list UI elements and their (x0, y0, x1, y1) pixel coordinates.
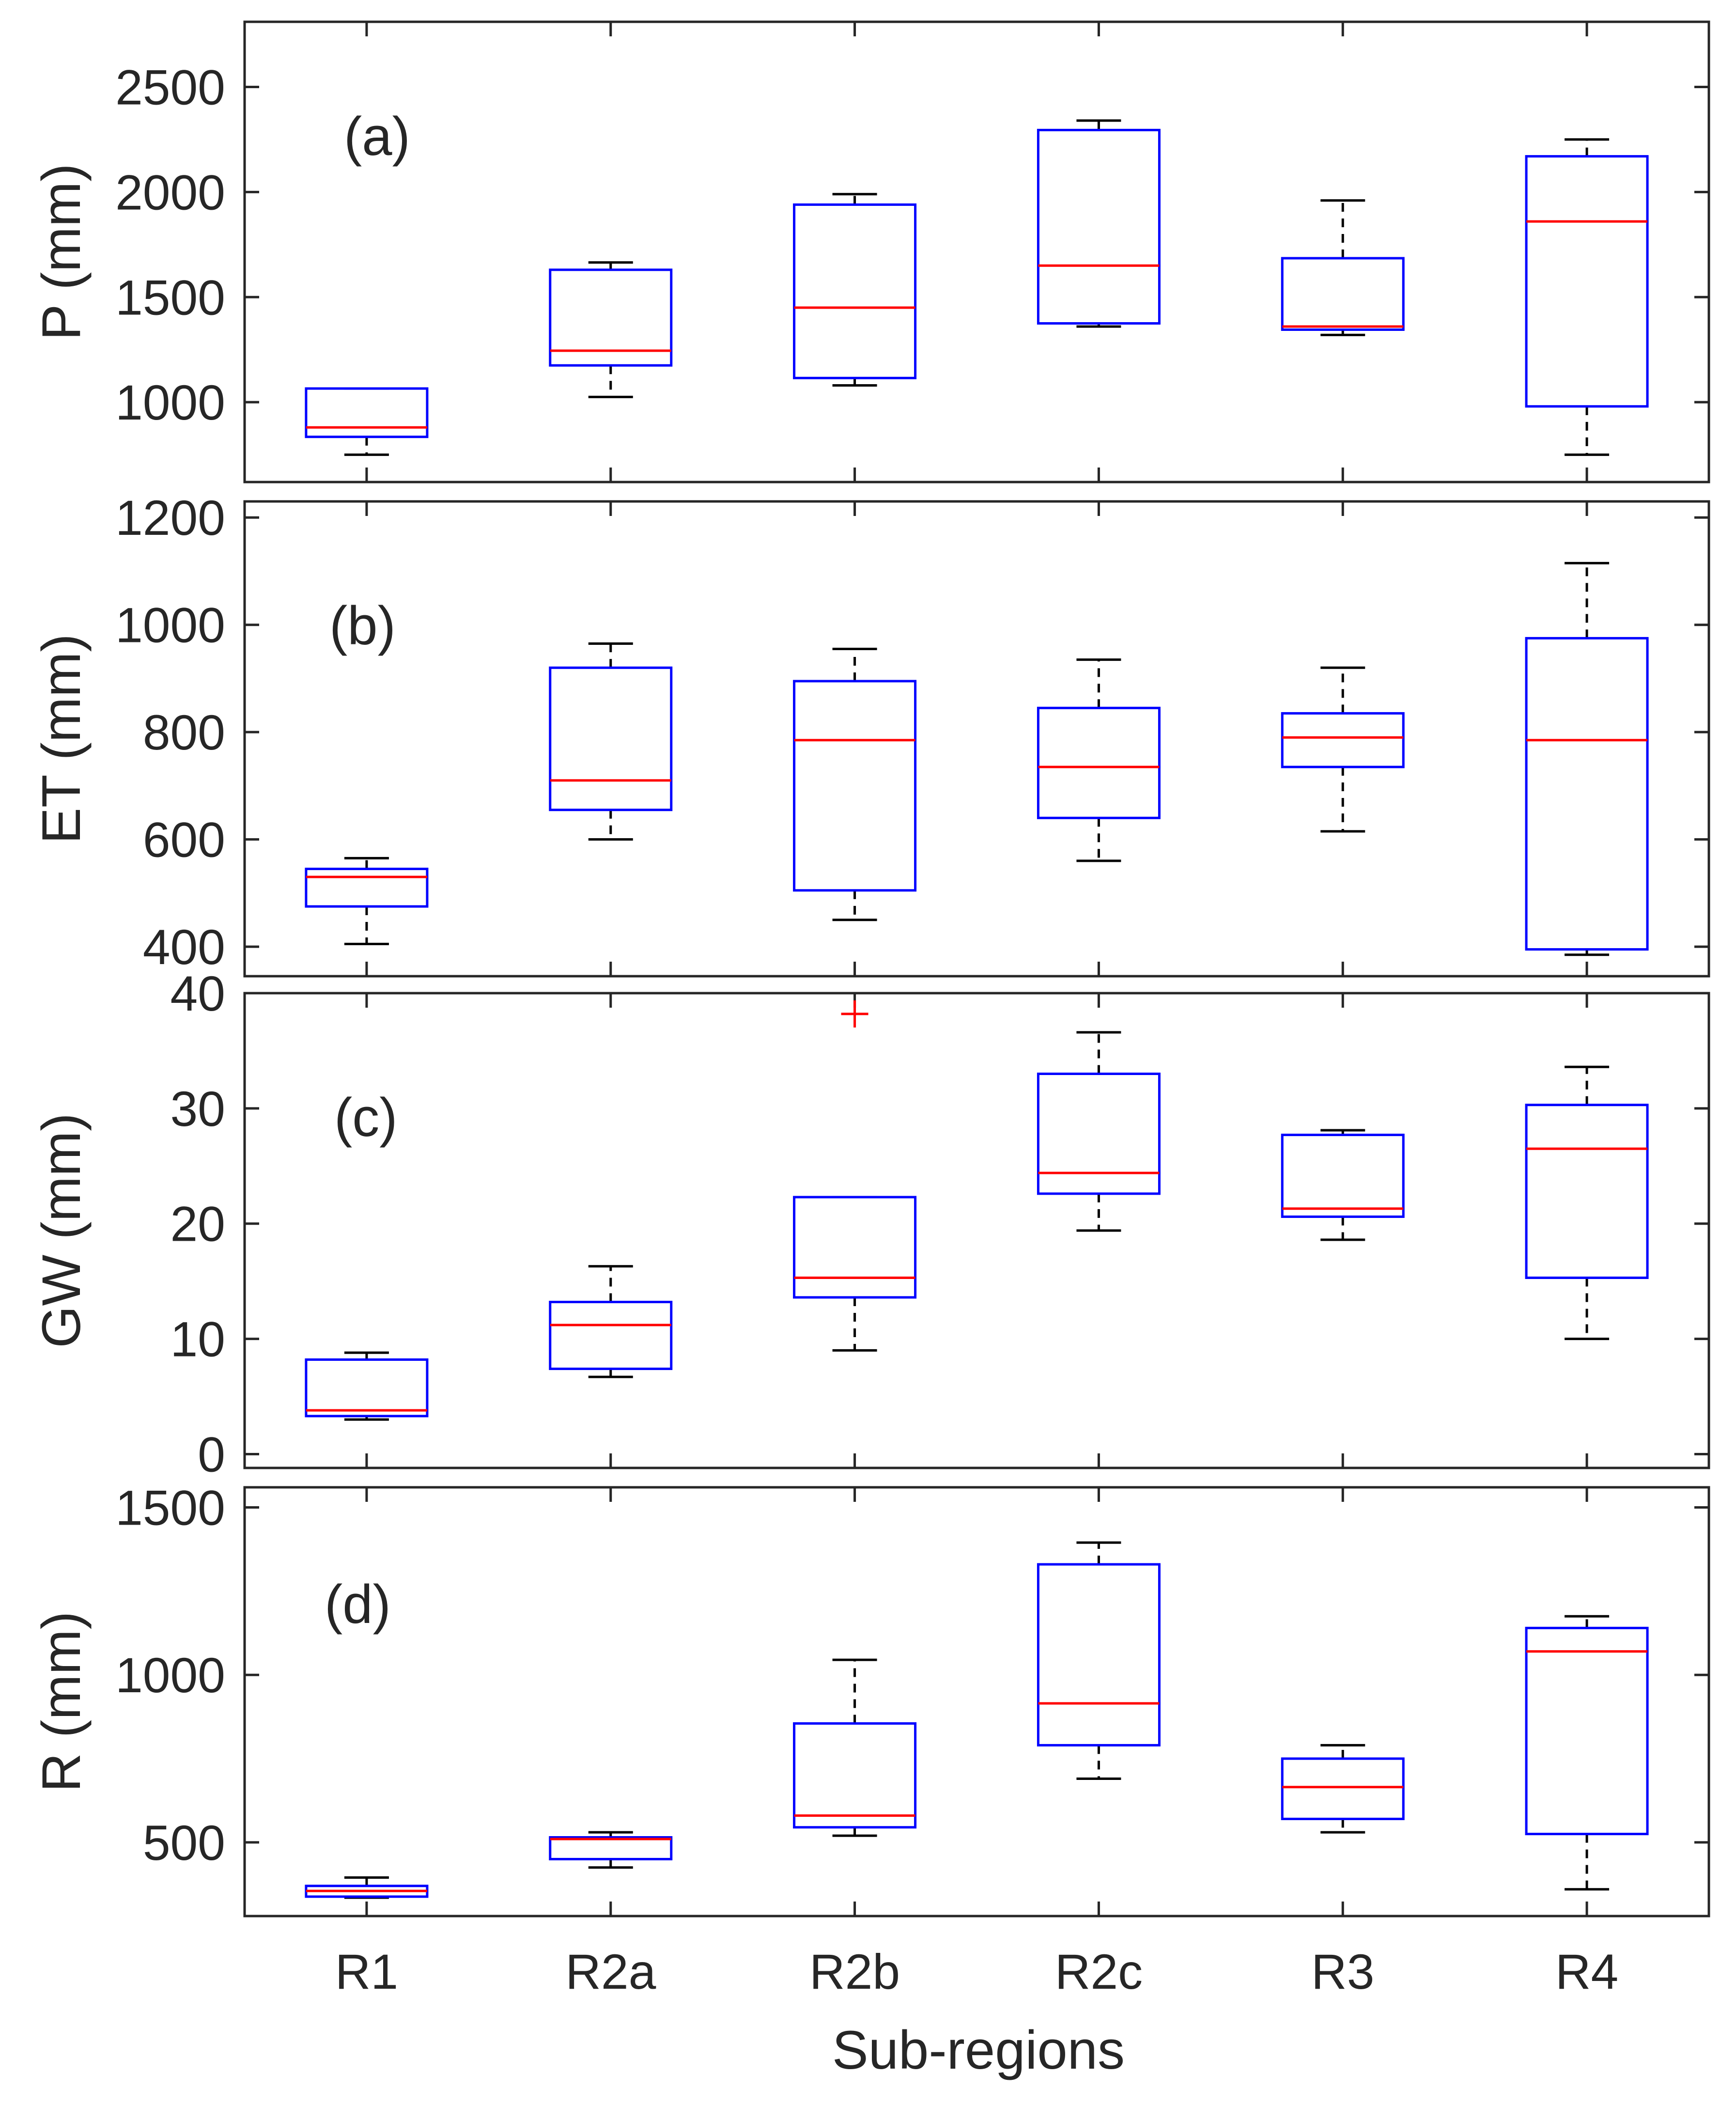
x-tick-label-r3: R3 (1311, 1944, 1374, 1999)
box-r2c (1037, 1031, 1161, 1232)
box-r3 (1281, 199, 1405, 336)
box-r4 (1525, 138, 1649, 456)
outlier-marker (841, 1000, 868, 1028)
x-tick-label-r1: R1 (335, 1944, 398, 1999)
panel-c: 0 10 20 30 40 GW (mm) (c) (31, 966, 1710, 1482)
box-r4 (1525, 1065, 1649, 1341)
plot-frame (243, 992, 1710, 1469)
plot-frame (243, 20, 1710, 483)
box-iqr (549, 666, 673, 811)
y-tick-label: 0 (198, 1427, 225, 1482)
y-tick-label: 1000 (115, 1648, 225, 1703)
box-iqr (1525, 637, 1649, 951)
x-tick-label-r2a: R2a (565, 1944, 656, 1999)
box-r2a (549, 1831, 673, 1869)
x-tick-label-r2c: R2c (1055, 1944, 1143, 1999)
box-iqr (1525, 155, 1649, 408)
box-r1 (305, 387, 429, 456)
y-tick-label: 2500 (115, 60, 225, 115)
panel-a: 1000 1500 2000 2500 P (mm) (a) (31, 20, 1710, 483)
y-tick-label: 400 (143, 920, 225, 975)
box-iqr (549, 268, 673, 367)
box-iqr (1037, 1563, 1161, 1746)
y-tick-label: 2000 (115, 165, 225, 220)
box-iqr (1281, 1757, 1405, 1820)
y-tick-label: 20 (170, 1197, 225, 1252)
box-iqr (793, 1722, 917, 1829)
box-iqr (549, 1836, 673, 1860)
box-r2b (793, 1658, 917, 1837)
box-r4 (1525, 1615, 1649, 1891)
box-iqr (1525, 1104, 1649, 1279)
y-axis-label: GW (mm) (31, 1113, 92, 1348)
y-tick-label: 1000 (115, 375, 225, 430)
x-axis-label: Sub-regions (832, 2020, 1125, 2080)
y-tick-label: 1200 (115, 490, 225, 546)
box-r4 (1525, 561, 1649, 956)
box-r3 (1281, 1129, 1405, 1241)
y-tick-label: 1500 (115, 270, 225, 325)
panel-label: (b) (329, 595, 396, 656)
y-tick-label: 800 (143, 705, 225, 760)
box-r2a (549, 1265, 673, 1378)
box-iqr (1281, 1134, 1405, 1218)
box-iqr (793, 680, 917, 892)
box-iqr (305, 868, 429, 908)
plot-frame (243, 500, 1710, 978)
panel-label: (d) (325, 1574, 391, 1635)
panel-b: 400 600 800 1000 1200 ET (mm) (b) (31, 490, 1710, 978)
panel-label: (a) (344, 106, 410, 167)
box-r1 (305, 1876, 429, 1899)
box-r1 (305, 857, 429, 946)
x-tick-label-r4: R4 (1555, 1944, 1618, 1999)
box-r2b (793, 1000, 917, 1352)
box-iqr (1037, 706, 1161, 819)
box-r2b (793, 648, 917, 921)
box-r3 (1281, 1744, 1405, 1834)
box-iqr (793, 203, 917, 379)
box-r2c (1037, 1541, 1161, 1780)
box-r2a (549, 642, 673, 841)
box-iqr (1525, 1626, 1649, 1836)
y-tick-label: 500 (143, 1815, 225, 1871)
y-axis-label: ET (mm) (31, 634, 92, 843)
box-iqr (1281, 712, 1405, 768)
box-r3 (1281, 666, 1405, 833)
x-axis-tick-labels: R1 R2a R2b R2c R3 R4 (335, 1944, 1619, 1999)
box-iqr (305, 1358, 429, 1418)
box-r2c (1037, 658, 1161, 862)
y-tick-label: 1000 (115, 598, 225, 653)
y-tick-label: 600 (143, 812, 225, 868)
box-iqr (1037, 1073, 1161, 1195)
box-iqr (1281, 257, 1405, 331)
y-tick-label: 1500 (115, 1480, 225, 1535)
box-r2c (1037, 119, 1161, 328)
x-tick-label-r2b: R2b (809, 1944, 900, 1999)
panel-d: 500 1000 1500 R (mm) (d) (31, 1480, 1710, 1918)
panel-label: (c) (334, 1087, 398, 1148)
y-axis-label: R (mm) (31, 1611, 92, 1792)
box-iqr (793, 1196, 917, 1299)
y-tick-label: 40 (170, 966, 225, 1021)
y-axis-label: P (mm) (31, 164, 92, 341)
box-iqr (1037, 128, 1161, 325)
box-r2b (793, 193, 917, 387)
y-tick-label: 30 (170, 1081, 225, 1137)
box-r2a (549, 261, 673, 398)
box-r1 (305, 1351, 429, 1421)
box-iqr (549, 1300, 673, 1370)
box-iqr (305, 387, 429, 438)
plot-frame (243, 1486, 1710, 1918)
y-tick-label: 10 (170, 1312, 225, 1367)
